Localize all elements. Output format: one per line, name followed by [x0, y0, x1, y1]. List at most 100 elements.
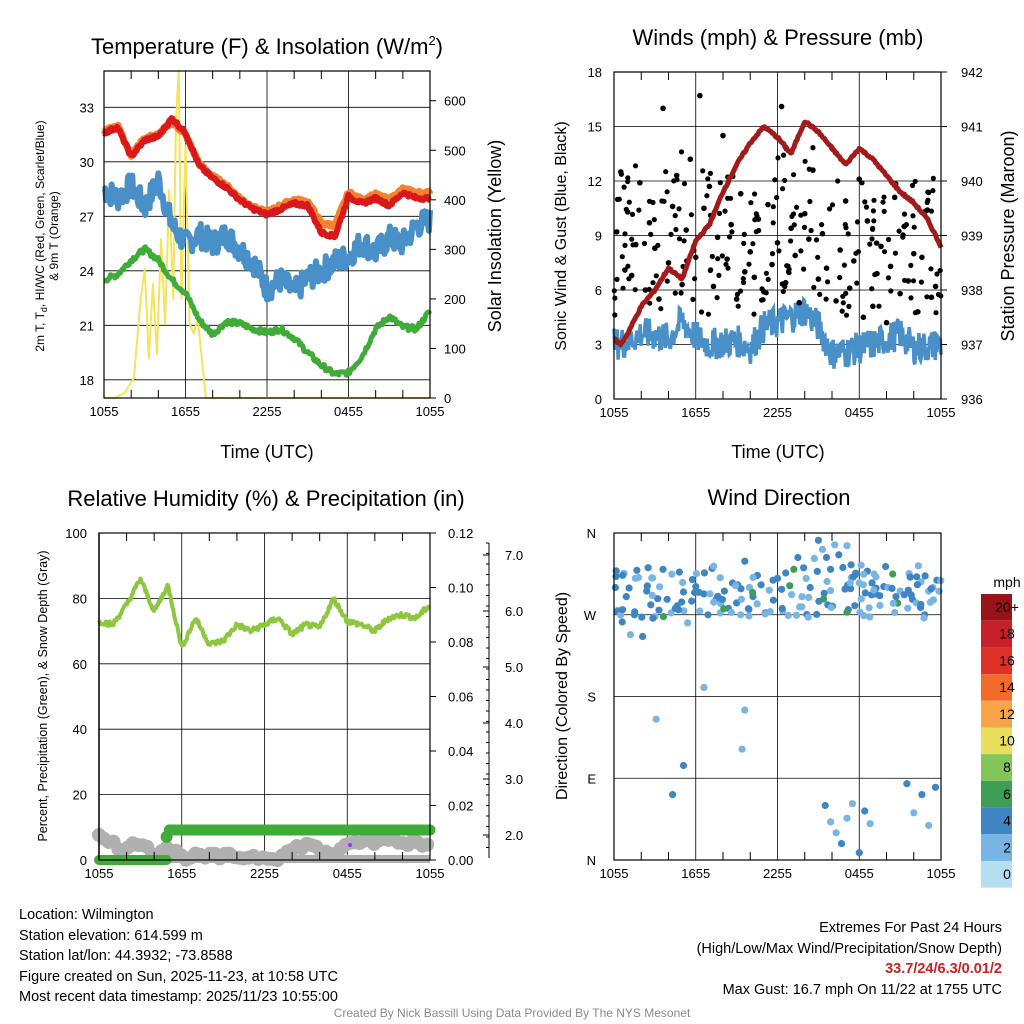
direction-point [668, 570, 676, 578]
x-tick-label: 1055 [600, 866, 629, 881]
direction-point [716, 574, 724, 582]
y-tick-label: 18 [80, 373, 94, 388]
gust-point [658, 306, 664, 312]
x-tick-label: 1055 [416, 866, 445, 881]
direction-point [788, 591, 796, 599]
y-tick-label: 0 [80, 853, 87, 868]
x-tick-label: 2255 [763, 866, 792, 881]
direction-point [631, 608, 639, 616]
direction-point [757, 581, 765, 589]
y3-tick-label: 5.0 [505, 660, 523, 675]
gust-point [833, 298, 839, 304]
gust-point [669, 203, 676, 210]
direction-point [827, 603, 835, 612]
direction-point [674, 606, 683, 614]
direction-point [891, 608, 899, 617]
gust-point [780, 288, 786, 295]
x-tick-label: 1655 [681, 866, 710, 881]
gust-point [742, 269, 748, 275]
wind-direction-title: Wind Direction [707, 485, 850, 510]
gust-point [806, 166, 812, 172]
x-tick-label: 1055 [85, 866, 114, 881]
snow-depth-point [420, 837, 435, 852]
y2-tick-label: 100 [444, 341, 466, 356]
gust-point [845, 231, 851, 237]
gust-point [727, 234, 733, 240]
colorbar-label: 14 [999, 679, 1015, 695]
gust-point [779, 281, 785, 287]
gust-point [817, 291, 823, 297]
direction-point [744, 605, 753, 613]
gust-point [733, 296, 740, 302]
gust-point [719, 253, 725, 259]
y-tick-label: N [587, 526, 596, 541]
gust-point [808, 227, 814, 234]
gust-point [854, 219, 861, 225]
x-tick-label: 1655 [681, 405, 710, 420]
gust-point [630, 242, 636, 248]
gust-point [636, 207, 642, 213]
direction-point [741, 557, 749, 565]
gust-point [623, 206, 629, 212]
gust-point [925, 197, 931, 203]
gust-point [716, 272, 722, 278]
colorbar-swatch [981, 834, 1012, 861]
direction-point [782, 569, 790, 577]
y-tick-label: 12 [588, 174, 602, 189]
gust-point [932, 283, 939, 290]
series-sonic-wind [612, 295, 943, 369]
gust-point [637, 180, 643, 186]
direction-point [659, 613, 668, 621]
direction-point [652, 715, 660, 723]
wind-direction-ylabel: Direction (Colored By Speed) [554, 592, 571, 800]
gust-point [872, 272, 878, 278]
direction-point [868, 579, 876, 587]
direction-point [927, 585, 935, 593]
direction-point [889, 570, 897, 578]
y2-tick-label: 0 [444, 391, 451, 406]
humidity-series [92, 576, 436, 867]
winds-axes: 0 3 6 9 12 15 18 936 937 938 939 940 941 942 1055 1655 2… [588, 65, 983, 420]
y2-tick-label: 941 [961, 120, 983, 135]
direction-point [798, 593, 806, 601]
gust-point [843, 312, 850, 318]
temperature-xlabel: Time (UTC) [220, 442, 313, 462]
gust-point [910, 213, 916, 219]
gust-point [705, 176, 711, 182]
direction-point [679, 588, 688, 596]
gust-point [646, 219, 653, 226]
series-relative-humidity [97, 576, 431, 648]
direction-point [741, 706, 749, 714]
direction-point [727, 608, 736, 617]
direction-point [692, 583, 700, 591]
gust-point [937, 267, 943, 274]
colorbar-swatch [981, 620, 1012, 648]
gust-point [653, 273, 659, 279]
gust-point [901, 211, 908, 217]
gust-point [659, 198, 665, 204]
gust-point [854, 280, 860, 286]
direction-point [925, 821, 933, 830]
gust-point [663, 169, 669, 175]
gust-point [750, 241, 756, 247]
gust-point [752, 217, 758, 223]
y-tick-label: 18 [588, 65, 602, 80]
gust-point [933, 310, 939, 316]
gust-point [791, 222, 797, 228]
series-td [102, 244, 433, 378]
gust-point [846, 285, 853, 291]
direction-point [643, 587, 651, 595]
gust-point [897, 290, 903, 297]
direction-point [835, 551, 843, 559]
y2-tick-label: 0.08 [448, 635, 473, 650]
gust-point [646, 198, 653, 204]
gust-point [697, 92, 703, 99]
gust-point [722, 208, 728, 214]
direction-point [929, 596, 938, 604]
gust-point [616, 196, 622, 202]
gust-point [902, 277, 908, 283]
gust-point [827, 206, 833, 212]
gust-point [724, 256, 730, 262]
direction-point [856, 608, 864, 616]
gust-point [842, 222, 848, 228]
